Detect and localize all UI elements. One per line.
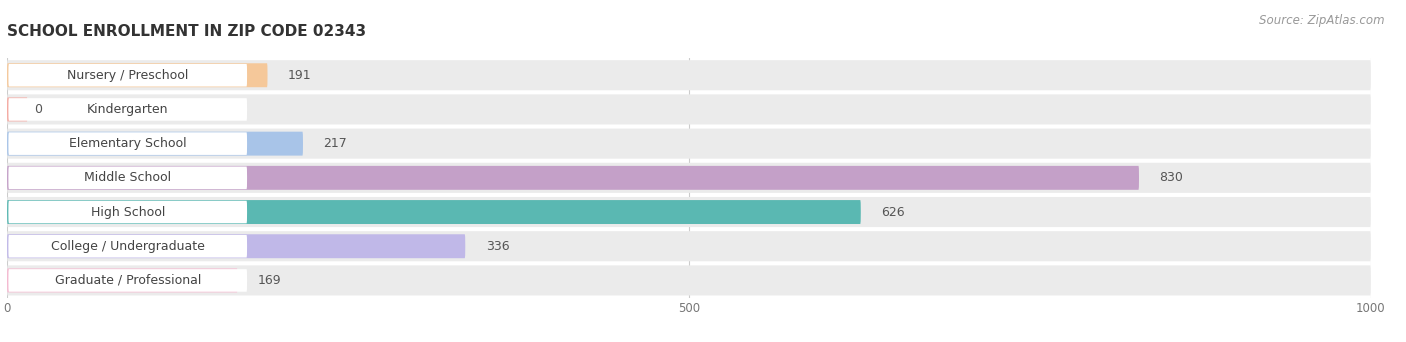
FancyBboxPatch shape [7, 268, 238, 292]
FancyBboxPatch shape [7, 97, 28, 121]
FancyBboxPatch shape [7, 166, 1139, 190]
FancyBboxPatch shape [7, 163, 1371, 193]
Text: Middle School: Middle School [84, 171, 172, 184]
FancyBboxPatch shape [7, 231, 1371, 261]
FancyBboxPatch shape [7, 200, 860, 224]
FancyBboxPatch shape [8, 64, 247, 87]
FancyBboxPatch shape [7, 132, 302, 156]
Text: 830: 830 [1160, 171, 1184, 184]
FancyBboxPatch shape [8, 132, 247, 155]
Text: 169: 169 [257, 274, 281, 287]
Text: High School: High School [90, 206, 165, 219]
FancyBboxPatch shape [8, 201, 247, 223]
FancyBboxPatch shape [7, 265, 1371, 295]
FancyBboxPatch shape [8, 269, 247, 292]
Text: 336: 336 [485, 240, 509, 253]
Text: 217: 217 [323, 137, 347, 150]
FancyBboxPatch shape [8, 235, 247, 258]
FancyBboxPatch shape [7, 60, 1371, 90]
FancyBboxPatch shape [7, 94, 1371, 124]
Text: Nursery / Preschool: Nursery / Preschool [67, 69, 188, 82]
Text: 626: 626 [882, 206, 905, 219]
Text: SCHOOL ENROLLMENT IN ZIP CODE 02343: SCHOOL ENROLLMENT IN ZIP CODE 02343 [7, 24, 366, 39]
Text: 0: 0 [34, 103, 42, 116]
FancyBboxPatch shape [8, 98, 247, 121]
Text: Source: ZipAtlas.com: Source: ZipAtlas.com [1260, 14, 1385, 27]
FancyBboxPatch shape [7, 63, 267, 87]
Text: Kindergarten: Kindergarten [87, 103, 169, 116]
FancyBboxPatch shape [7, 234, 465, 258]
FancyBboxPatch shape [7, 129, 1371, 159]
FancyBboxPatch shape [7, 197, 1371, 227]
FancyBboxPatch shape [8, 167, 247, 189]
Text: Elementary School: Elementary School [69, 137, 187, 150]
Text: Graduate / Professional: Graduate / Professional [55, 274, 201, 287]
Text: 191: 191 [288, 69, 312, 82]
Text: College / Undergraduate: College / Undergraduate [51, 240, 205, 253]
